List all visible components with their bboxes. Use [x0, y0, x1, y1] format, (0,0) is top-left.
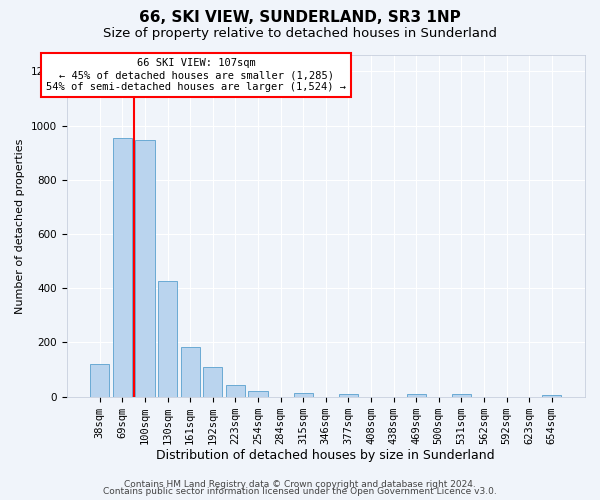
- Bar: [452, 394, 471, 396]
- Text: Contains HM Land Registry data © Crown copyright and database right 2024.: Contains HM Land Registry data © Crown c…: [124, 480, 476, 489]
- Text: 66 SKI VIEW: 107sqm
← 45% of detached houses are smaller (1,285)
54% of semi-det: 66 SKI VIEW: 107sqm ← 45% of detached ho…: [46, 58, 346, 92]
- X-axis label: Distribution of detached houses by size in Sunderland: Distribution of detached houses by size …: [157, 450, 495, 462]
- Y-axis label: Number of detached properties: Number of detached properties: [15, 138, 25, 314]
- Bar: [90, 364, 109, 396]
- Bar: [226, 384, 245, 396]
- Bar: [181, 346, 200, 397]
- Text: Contains public sector information licensed under the Open Government Licence v3: Contains public sector information licen…: [103, 488, 497, 496]
- Bar: [158, 282, 177, 397]
- Bar: [113, 138, 132, 396]
- Bar: [407, 394, 426, 396]
- Bar: [293, 392, 313, 396]
- Bar: [339, 394, 358, 396]
- Text: Size of property relative to detached houses in Sunderland: Size of property relative to detached ho…: [103, 28, 497, 40]
- Bar: [248, 392, 268, 396]
- Bar: [203, 367, 223, 396]
- Bar: [136, 140, 155, 396]
- Text: 66, SKI VIEW, SUNDERLAND, SR3 1NP: 66, SKI VIEW, SUNDERLAND, SR3 1NP: [139, 10, 461, 25]
